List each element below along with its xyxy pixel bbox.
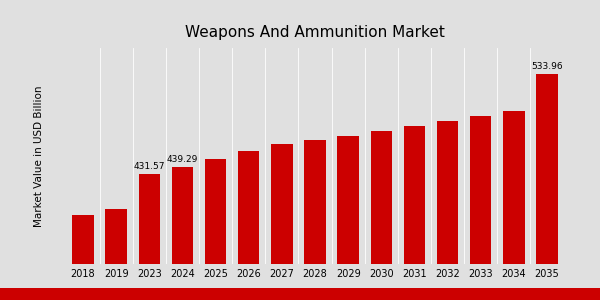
Bar [172,167,193,264]
Bar [271,144,293,264]
Bar [503,111,524,264]
Bar [205,159,226,264]
Text: 431.57: 431.57 [134,162,165,171]
Bar [304,140,326,264]
Bar [404,126,425,264]
Bar [437,121,458,264]
Bar [72,215,94,264]
Bar [106,209,127,264]
Bar [238,151,259,264]
Bar [470,116,491,264]
Title: Weapons And Ammunition Market: Weapons And Ammunition Market [185,25,445,40]
Y-axis label: Market Value in USD Billion: Market Value in USD Billion [34,85,44,227]
Text: 533.96: 533.96 [531,61,563,70]
Bar [139,174,160,264]
Bar [337,136,359,264]
Bar [371,131,392,264]
Text: 439.29: 439.29 [167,154,198,164]
Bar [536,74,558,264]
